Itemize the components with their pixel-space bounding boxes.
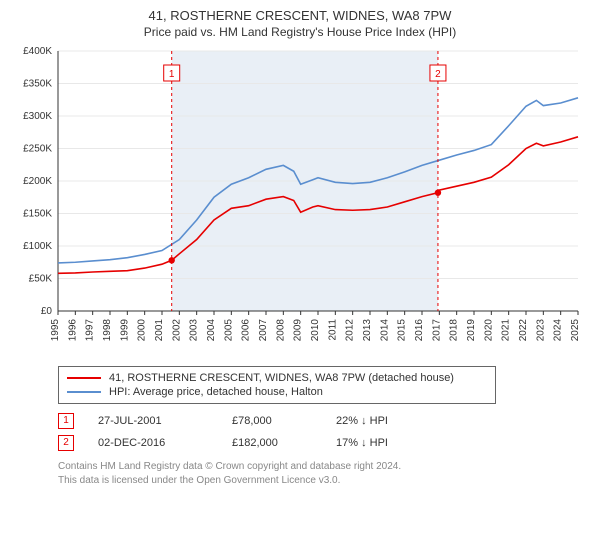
legend-swatch-hpi [67, 391, 101, 393]
svg-text:2010: 2010 [310, 319, 321, 342]
svg-text:2019: 2019 [466, 319, 477, 342]
svg-text:2004: 2004 [206, 319, 217, 342]
legend-row-1: 41, ROSTHERNE CRESCENT, WIDNES, WA8 7PW … [67, 371, 487, 385]
legend-box: 41, ROSTHERNE CRESCENT, WIDNES, WA8 7PW … [58, 366, 496, 404]
sale-price-2: £182,000 [232, 437, 312, 449]
chart-container: 41, ROSTHERNE CRESCENT, WIDNES, WA8 7PW … [0, 0, 600, 495]
svg-text:2024: 2024 [553, 319, 564, 342]
svg-text:2012: 2012 [345, 319, 356, 342]
sale-pct-1: 22% ↓ HPI [336, 415, 436, 427]
svg-text:2015: 2015 [397, 319, 408, 342]
svg-text:1998: 1998 [102, 319, 113, 342]
attribution: Contains HM Land Registry data © Crown c… [58, 460, 588, 487]
attribution-line2: This data is licensed under the Open Gov… [58, 474, 588, 488]
svg-text:£50K: £50K [29, 274, 53, 285]
svg-text:£200K: £200K [23, 176, 52, 187]
svg-text:2000: 2000 [137, 319, 148, 342]
legend-label-hpi: HPI: Average price, detached house, Halt… [109, 386, 323, 398]
legend-swatch-price-paid [67, 377, 101, 379]
sale-row-1: 1 27-JUL-2001 £78,000 22% ↓ HPI [58, 410, 588, 432]
svg-text:1: 1 [169, 69, 175, 80]
svg-text:2020: 2020 [483, 319, 494, 342]
svg-text:1995: 1995 [50, 319, 61, 342]
attribution-line1: Contains HM Land Registry data © Crown c… [58, 460, 588, 474]
svg-text:2022: 2022 [518, 319, 529, 342]
svg-text:£300K: £300K [23, 111, 52, 122]
legend-row-2: HPI: Average price, detached house, Halt… [67, 385, 487, 399]
svg-text:2009: 2009 [293, 319, 304, 342]
svg-text:2: 2 [435, 69, 441, 80]
svg-text:1999: 1999 [119, 319, 130, 342]
svg-text:2001: 2001 [154, 319, 165, 342]
svg-text:2002: 2002 [171, 319, 182, 342]
sale-pct-2: 17% ↓ HPI [336, 437, 436, 449]
svg-text:2013: 2013 [362, 319, 373, 342]
svg-text:£400K: £400K [23, 46, 52, 57]
svg-text:2018: 2018 [449, 319, 460, 342]
sale-date-1: 27-JUL-2001 [98, 415, 208, 427]
svg-text:2021: 2021 [501, 319, 512, 342]
svg-text:2007: 2007 [258, 319, 269, 342]
svg-text:2025: 2025 [570, 319, 581, 342]
svg-text:£350K: £350K [23, 79, 52, 90]
svg-text:2006: 2006 [241, 319, 252, 342]
chart-title: 41, ROSTHERNE CRESCENT, WIDNES, WA8 7PW [12, 8, 588, 23]
svg-text:2005: 2005 [223, 319, 234, 342]
svg-text:2008: 2008 [275, 319, 286, 342]
chart-subtitle: Price paid vs. HM Land Registry's House … [12, 25, 588, 39]
svg-text:2017: 2017 [431, 319, 442, 342]
svg-text:2011: 2011 [327, 319, 338, 341]
svg-text:2016: 2016 [414, 319, 425, 342]
svg-text:2023: 2023 [535, 319, 546, 342]
sale-price-1: £78,000 [232, 415, 312, 427]
sales-table: 1 27-JUL-2001 £78,000 22% ↓ HPI 2 02-DEC… [58, 410, 588, 454]
line-chart-svg: £0 £50K £100K £150K £200K £250K £300K £350K £400… [12, 45, 588, 355]
legend-label-price-paid: 41, ROSTHERNE CRESCENT, WIDNES, WA8 7PW … [109, 372, 454, 384]
sale-marker-2: 2 [58, 435, 74, 451]
svg-text:2014: 2014 [379, 319, 390, 342]
sale-marker-1: 1 [58, 413, 74, 429]
svg-text:£100K: £100K [23, 241, 52, 252]
svg-text:£150K: £150K [23, 209, 52, 220]
svg-text:2003: 2003 [189, 319, 200, 342]
svg-text:£0: £0 [41, 306, 53, 317]
svg-text:1997: 1997 [85, 319, 96, 342]
sale-date-2: 02-DEC-2016 [98, 437, 208, 449]
svg-text:1996: 1996 [67, 319, 78, 342]
svg-text:£250K: £250K [23, 144, 52, 155]
sale-row-2: 2 02-DEC-2016 £182,000 17% ↓ HPI [58, 432, 588, 454]
chart-plot-area: £0 £50K £100K £150K £200K £250K £300K £350K £400… [12, 45, 588, 360]
